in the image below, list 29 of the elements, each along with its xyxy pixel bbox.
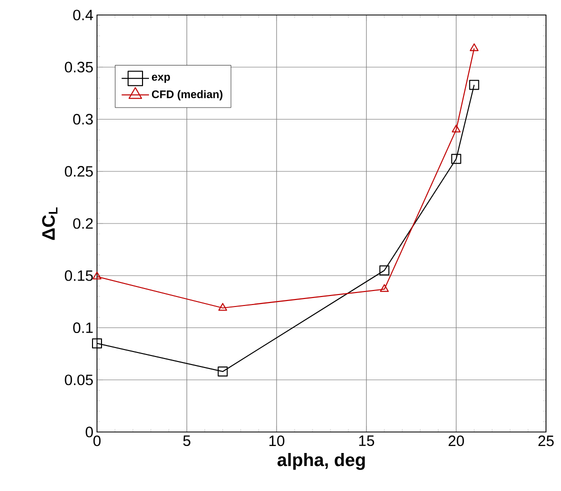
x-tick-label: 0: [93, 436, 101, 446]
legend-label: exp: [152, 74, 170, 83]
point: [218, 302, 228, 311]
point: [452, 124, 461, 132]
x-tick-label: 25: [538, 436, 554, 446]
point: [92, 338, 102, 348]
y-tick-label: 0.2: [73, 218, 93, 229]
y-tick-label: 0.15: [64, 270, 93, 281]
point: [92, 272, 102, 280]
y-tick-label: 0.25: [64, 166, 93, 177]
x-tick-label: 20: [448, 436, 464, 446]
point: [218, 366, 228, 377]
x-tick-label: 15: [359, 436, 374, 446]
y-tick-label: 0.1: [73, 322, 93, 334]
point: [380, 284, 389, 292]
y-axis-title: ΔC$_{L}$: [42, 207, 58, 240]
point: [451, 154, 462, 164]
legend-label: CFD (median): [152, 90, 222, 100]
y-tick-label: 0.35: [64, 62, 93, 72]
x-tick-label: 5: [183, 436, 190, 446]
y-tick-label: 0.4: [73, 10, 94, 20]
x-tick-label: 10: [269, 436, 284, 446]
point: [470, 43, 479, 52]
x-axis-title: alpha, deg: [278, 453, 365, 470]
y-tick-label: 0.3: [73, 114, 93, 125]
point: [379, 265, 390, 276]
y-tick-label: 0: [86, 426, 93, 438]
y-tick-label: 0.05: [64, 374, 93, 386]
point: [469, 80, 480, 90]
